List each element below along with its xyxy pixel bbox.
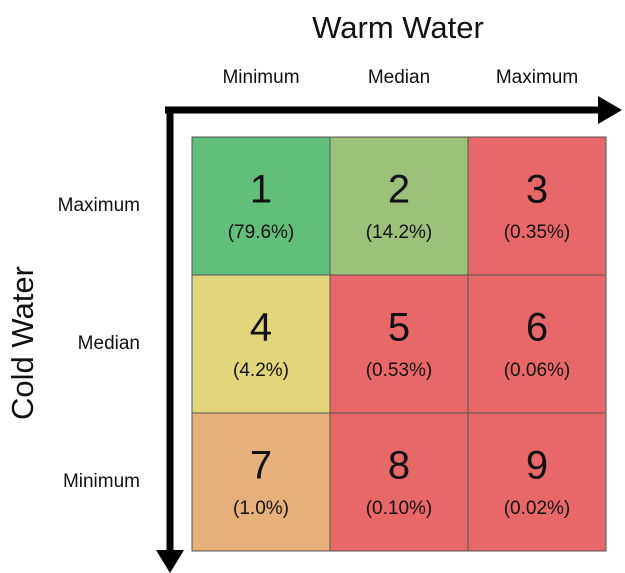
column-label: Median — [368, 67, 430, 88]
cell-number: 2 — [388, 168, 410, 212]
cell-number: 1 — [250, 168, 272, 212]
cell-number: 8 — [388, 444, 410, 488]
cell-share: (14.2%) — [366, 222, 433, 243]
grid: 1 (79.6%) 2 (14.2%) 3 (0.35%) 4 (4.2%) 5 (0.53%) 6… — [191, 136, 607, 552]
cell — [191, 412, 331, 552]
cell-number: 6 — [526, 306, 548, 350]
cell — [191, 136, 331, 276]
cell-share: (0.53%) — [366, 360, 433, 381]
cell-share: (1.0%) — [233, 498, 289, 519]
cell-number: 5 — [388, 306, 410, 350]
cell-number: 3 — [526, 168, 548, 212]
cell-share: (4.2%) — [233, 360, 289, 381]
cell-number: 9 — [526, 444, 548, 488]
cell — [467, 412, 607, 552]
column-label: Maximum — [496, 67, 578, 88]
cell-share: (0.06%) — [504, 360, 571, 381]
row-label: Minimum — [63, 471, 140, 492]
y-arrowhead — [156, 550, 184, 573]
cell — [467, 136, 607, 276]
cell-share: (79.6%) — [228, 222, 295, 243]
row-label: Median — [78, 333, 140, 354]
column-label: Minimum — [222, 67, 299, 88]
x-arrowhead — [598, 96, 622, 124]
cell-share: (0.10%) — [366, 498, 433, 519]
cell — [191, 274, 331, 414]
cell — [329, 136, 469, 276]
x-title: Warm Water — [312, 10, 484, 45]
y-title: Cold Water — [5, 266, 40, 420]
cell — [329, 412, 469, 552]
cell-number: 4 — [250, 306, 272, 350]
cell-share: (0.35%) — [504, 222, 571, 243]
cell — [467, 274, 607, 414]
cell-share: (0.02%) — [504, 498, 571, 519]
row-label: Maximum — [58, 195, 140, 216]
cell-number: 7 — [250, 444, 272, 488]
cell — [329, 274, 469, 414]
